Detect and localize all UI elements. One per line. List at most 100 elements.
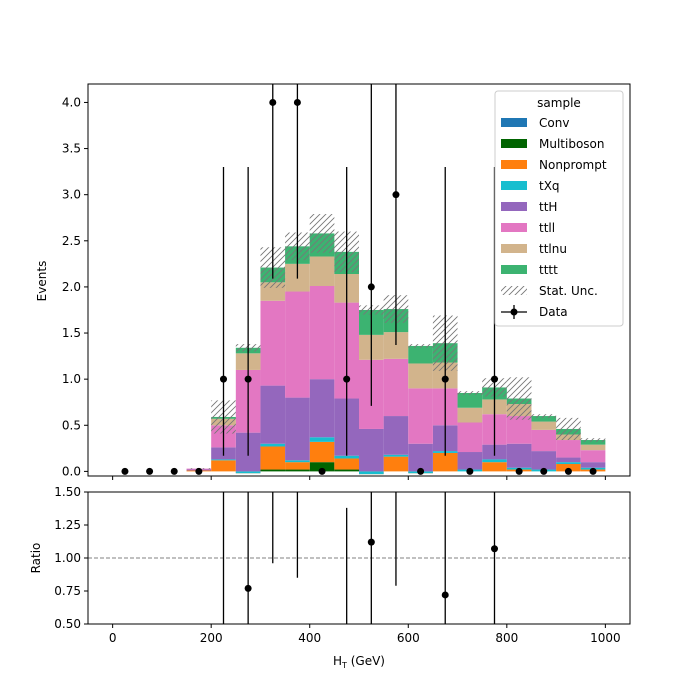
bar-multiboson-9 xyxy=(334,469,359,472)
legend-label-tth: ttH xyxy=(539,200,557,214)
ratio-ytick-label-2: 1.00 xyxy=(54,551,81,565)
main-axes-frame xyxy=(87,83,631,477)
data-point-10 xyxy=(367,283,375,291)
bar-tth-12 xyxy=(408,443,433,472)
xtick-label-1: 200 xyxy=(200,631,223,645)
main-ytick-label-2: 1.0 xyxy=(62,372,81,386)
legend-swatch-txq xyxy=(501,181,527,190)
legend-label-txq: tXq xyxy=(539,179,560,193)
data-point-12 xyxy=(417,467,425,475)
bar-tth-17 xyxy=(531,451,557,470)
data-point-13 xyxy=(441,375,449,383)
bar-tttt-17 xyxy=(531,416,557,422)
xtick-label-4: 800 xyxy=(495,631,518,645)
bar-nonprompt-11 xyxy=(383,456,409,472)
x-axis-label-sub: T xyxy=(341,661,347,670)
x-axis-label-main: H xyxy=(333,654,342,668)
bar-txq-11 xyxy=(383,454,409,457)
data-point-5 xyxy=(244,375,252,383)
legend-title: sample xyxy=(537,96,581,110)
bar-txq-15 xyxy=(482,459,507,463)
bar-txq-4 xyxy=(211,459,236,461)
ratio-point-1 xyxy=(244,584,252,592)
stat-unc-16 xyxy=(506,377,532,420)
bar-tth-10 xyxy=(359,428,384,472)
bar-ttll-12 xyxy=(408,388,433,444)
bar-tth-11 xyxy=(383,416,409,455)
series-multiboson xyxy=(260,462,359,472)
xtick-label-2: 400 xyxy=(298,631,321,645)
data-point-9 xyxy=(343,375,351,383)
y-axis-label-main: Events xyxy=(35,261,49,302)
legend-swatch-tth xyxy=(501,202,527,211)
bar-tth-8 xyxy=(309,379,335,438)
data-point-19 xyxy=(589,467,597,475)
ratio-ytick-label-0: 0.50 xyxy=(54,617,81,631)
data-point-1 xyxy=(146,467,154,475)
data-point-11 xyxy=(392,191,400,199)
data-point-3 xyxy=(195,467,203,475)
stat-unc-8 xyxy=(309,214,335,253)
stat-unc-18 xyxy=(556,417,581,441)
stat-unc-17 xyxy=(531,414,557,418)
bar-nonprompt-8 xyxy=(309,441,335,463)
bar-ttll-19 xyxy=(580,450,606,463)
legend-swatch-conv xyxy=(501,118,527,127)
data-points xyxy=(121,84,597,475)
legend-swatch-nonprompt xyxy=(501,160,527,169)
bar-multiboson-8 xyxy=(309,462,335,472)
bar-tth-14 xyxy=(457,452,483,470)
bar-ttll-14 xyxy=(457,422,483,453)
main-ytick-label-1: 0.5 xyxy=(62,418,81,432)
data-point-0 xyxy=(121,467,129,475)
data-point-2 xyxy=(170,467,178,475)
main-ytick-label-6: 3.0 xyxy=(62,188,81,202)
data-point-8 xyxy=(318,467,326,475)
bar-ttlnu-17 xyxy=(531,421,557,430)
legend-swatch-multiboson xyxy=(501,139,527,148)
legend-label-tttt: tttt xyxy=(539,263,558,277)
bar-tth-7 xyxy=(285,397,310,461)
legend-label-ttll: ttll xyxy=(539,221,555,235)
data-point-17 xyxy=(540,467,548,475)
xtick-label-5: 1000 xyxy=(590,631,621,645)
legend-label-multiboson: Multiboson xyxy=(539,137,605,151)
data-point-18 xyxy=(564,467,572,475)
ratio-ytick-label-1: 0.75 xyxy=(54,584,81,598)
bar-ttlnu-19 xyxy=(580,444,606,451)
bar-ttll-18 xyxy=(556,440,581,458)
ratio-panel: 0 200 400 600 800 1000 0.50 0.75 1.00 1.25 1.50 xyxy=(54,485,631,645)
bar-ttll-7 xyxy=(285,291,310,398)
bar-tth-16 xyxy=(506,443,532,468)
bar-ttll-8 xyxy=(309,285,335,380)
bar-multiboson-6 xyxy=(260,469,286,472)
bar-ttll-17 xyxy=(531,429,557,452)
x-axis-label-rest: (GeV) xyxy=(347,654,385,668)
bar-multiboson-7 xyxy=(285,469,310,472)
bar-tttt-12 xyxy=(408,345,433,364)
data-point-16 xyxy=(515,467,523,475)
data-point-14 xyxy=(466,467,474,475)
bar-nonprompt-18 xyxy=(556,464,581,472)
bar-txq-6 xyxy=(260,443,286,447)
bar-nonprompt-6 xyxy=(260,446,286,470)
legend-swatch-ttlnu xyxy=(501,244,527,253)
bar-nonprompt-4 xyxy=(211,460,236,472)
legend: sample Conv Multiboson Nonprompt tXq ttH ttll t… xyxy=(494,90,624,327)
xtick-label-0: 0 xyxy=(109,631,117,645)
stat-unc-14 xyxy=(457,391,483,395)
bar-ttlnu-14 xyxy=(457,407,483,423)
bar-txq-7 xyxy=(285,460,310,463)
series-nonprompt xyxy=(186,441,606,475)
data-point-7 xyxy=(293,98,301,106)
ratio-ytick-label-3: 1.25 xyxy=(54,518,81,532)
ratio-point-8 xyxy=(491,545,498,553)
legend-swatch-ttll xyxy=(501,223,527,232)
bar-tttt-14 xyxy=(457,392,483,408)
x-axis-label: HT (GeV) xyxy=(333,654,385,670)
bar-tttt-19 xyxy=(580,440,606,445)
bar-txq-9 xyxy=(334,455,359,459)
ratio-ytick-label-4: 1.50 xyxy=(54,485,81,499)
main-ytick-label-5: 2.5 xyxy=(62,234,81,248)
bar-ttlnu-8 xyxy=(309,256,335,286)
